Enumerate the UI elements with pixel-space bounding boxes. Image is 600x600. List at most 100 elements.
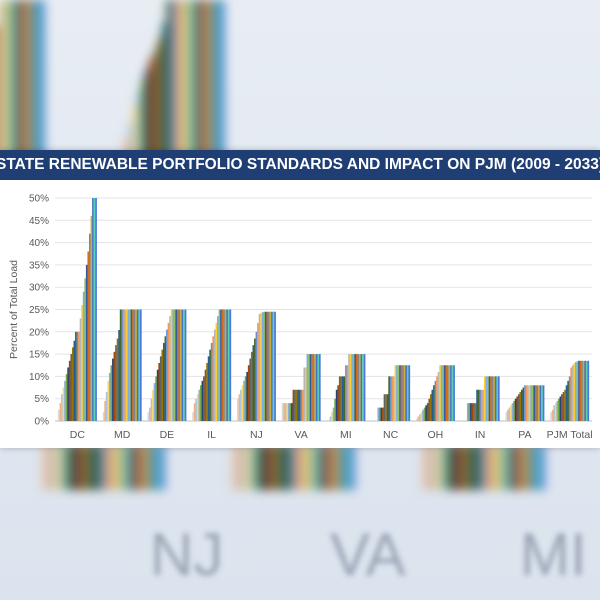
bar — [76, 331, 79, 421]
bar — [471, 403, 474, 421]
background-bar — [183, 0, 188, 170]
background-bar — [95, 445, 101, 490]
bar — [355, 354, 358, 421]
bar — [351, 354, 353, 421]
y-tick-label: 30% — [29, 283, 49, 294]
bar — [124, 309, 127, 421]
x-category-label: IN — [475, 429, 486, 441]
background-bar — [170, 0, 175, 170]
background-bar — [166, 0, 171, 170]
x-category-label: DC — [70, 429, 86, 441]
bar — [584, 360, 587, 421]
bar — [423, 407, 426, 421]
background-bar — [305, 445, 311, 490]
bar — [92, 198, 94, 421]
bar — [81, 305, 83, 421]
y-tick-label: 50% — [29, 194, 49, 205]
background-bar — [80, 445, 86, 490]
bar — [383, 394, 386, 421]
background-bar — [435, 445, 441, 490]
bar — [135, 309, 137, 421]
chart-title: STATE RENEWABLE PORTFOLIO STANDARDS AND … — [0, 150, 600, 180]
background-bar — [470, 445, 476, 490]
bar — [132, 309, 134, 421]
background-bar — [430, 445, 436, 490]
bar — [473, 403, 475, 421]
bar — [559, 396, 562, 421]
background-bar — [345, 445, 351, 490]
background-bar — [220, 0, 226, 170]
bar — [246, 371, 248, 421]
background-bar — [28, 0, 33, 170]
bar — [112, 358, 114, 421]
bar — [342, 376, 344, 421]
bar — [201, 380, 204, 421]
bar — [585, 360, 588, 421]
background-bar — [105, 445, 111, 490]
bar — [161, 349, 164, 421]
bar — [203, 376, 205, 421]
y-tick-label: 25% — [29, 305, 49, 316]
y-tick-label: 45% — [29, 216, 49, 227]
background-bar — [36, 0, 42, 170]
bar — [420, 412, 423, 421]
background-bar — [515, 445, 521, 490]
bar — [508, 407, 511, 421]
background-bar — [425, 445, 431, 490]
y-tick-label: 0% — [35, 417, 50, 428]
bar — [78, 331, 80, 421]
bar — [147, 412, 150, 421]
background-bar — [485, 445, 491, 490]
bar — [442, 365, 445, 421]
background-bar — [115, 445, 121, 490]
bar — [274, 311, 276, 421]
bar — [210, 342, 213, 421]
bar — [257, 322, 259, 421]
bar — [62, 387, 65, 421]
background-bar — [445, 445, 451, 490]
bar — [306, 354, 309, 421]
bar — [295, 389, 298, 421]
background-bar — [505, 445, 511, 490]
bar — [89, 233, 91, 421]
bar — [521, 389, 523, 421]
y-tick-label: 10% — [29, 372, 49, 383]
background-bar — [70, 445, 76, 490]
background-bar — [420, 445, 426, 490]
bar — [561, 394, 563, 421]
bar — [58, 409, 60, 421]
bar — [308, 354, 310, 421]
bar — [73, 340, 76, 421]
bar — [490, 376, 492, 421]
bar — [163, 342, 165, 421]
bar — [173, 309, 176, 421]
background-bar — [100, 445, 106, 490]
bar — [297, 389, 299, 421]
y-tick-label: 15% — [29, 350, 49, 361]
bar — [192, 412, 194, 421]
bar — [476, 389, 478, 421]
background-bar — [530, 445, 536, 490]
bar — [363, 354, 366, 421]
bar — [75, 331, 77, 421]
bar — [196, 394, 199, 421]
bar — [167, 322, 170, 421]
bar — [130, 309, 133, 421]
bar — [64, 380, 66, 421]
bar — [331, 412, 333, 421]
background-bar — [145, 69, 150, 170]
bar — [93, 198, 96, 421]
bar — [95, 198, 97, 421]
bar — [448, 365, 451, 421]
bar — [305, 367, 307, 421]
background-bar — [255, 445, 261, 490]
bar — [514, 398, 517, 421]
background-bar — [535, 445, 541, 490]
bar — [451, 365, 454, 421]
bar — [240, 389, 242, 421]
bar — [386, 394, 389, 421]
bar — [115, 345, 117, 421]
bar — [61, 394, 63, 421]
bar — [107, 380, 110, 421]
background-bar — [320, 445, 326, 490]
